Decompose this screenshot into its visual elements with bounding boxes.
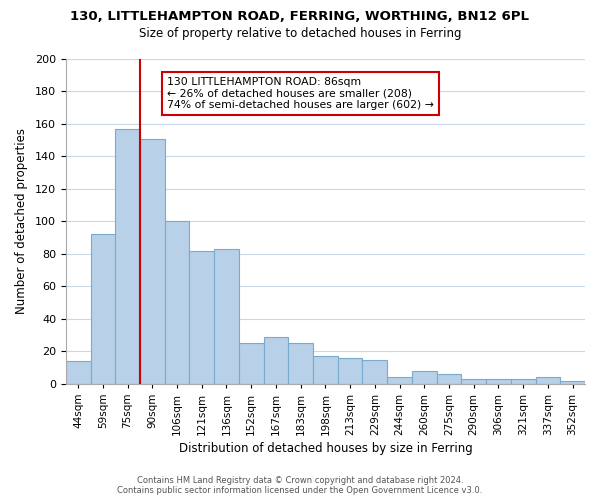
Bar — [66, 361, 91, 384]
Bar — [313, 356, 338, 384]
Text: 130 LITTLEHAMPTON ROAD: 86sqm
← 26% of detached houses are smaller (208)
74% of : 130 LITTLEHAMPTON ROAD: 86sqm ← 26% of d… — [167, 77, 434, 110]
Bar — [461, 379, 486, 384]
X-axis label: Distribution of detached houses by size in Ferring: Distribution of detached houses by size … — [179, 442, 472, 455]
Bar — [338, 358, 362, 384]
Bar — [560, 380, 585, 384]
Bar — [263, 337, 289, 384]
Bar — [91, 234, 115, 384]
Bar — [437, 374, 461, 384]
Bar — [486, 379, 511, 384]
Bar — [190, 250, 214, 384]
Bar — [115, 129, 140, 384]
Bar — [140, 138, 164, 384]
Bar — [362, 360, 387, 384]
Bar — [412, 371, 437, 384]
Bar — [214, 249, 239, 384]
Bar — [239, 344, 263, 384]
Text: Size of property relative to detached houses in Ferring: Size of property relative to detached ho… — [139, 28, 461, 40]
Bar — [387, 378, 412, 384]
Text: Contains HM Land Registry data © Crown copyright and database right 2024.
Contai: Contains HM Land Registry data © Crown c… — [118, 476, 482, 495]
Bar — [511, 379, 536, 384]
Bar — [536, 378, 560, 384]
Bar — [289, 344, 313, 384]
Text: 130, LITTLEHAMPTON ROAD, FERRING, WORTHING, BN12 6PL: 130, LITTLEHAMPTON ROAD, FERRING, WORTHI… — [71, 10, 530, 23]
Y-axis label: Number of detached properties: Number of detached properties — [15, 128, 28, 314]
Bar — [164, 222, 190, 384]
